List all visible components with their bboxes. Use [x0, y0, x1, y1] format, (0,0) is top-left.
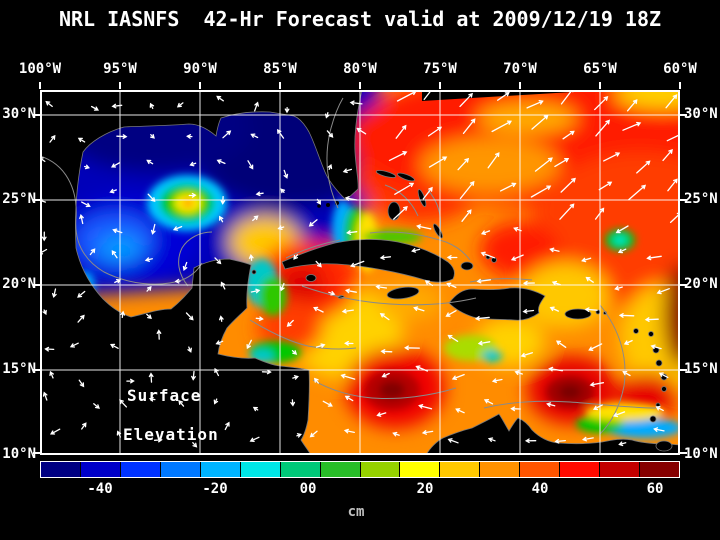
axis-tick [359, 82, 361, 89]
axis-tick [680, 369, 687, 371]
map-frame [40, 90, 680, 455]
lat-tick-label-right-10n: 10°N [684, 446, 718, 462]
colorbar-cell [560, 462, 601, 477]
bathymetry-contours [40, 97, 657, 435]
field-label-line2: Elevation [123, 425, 219, 444]
colorbar-cell [200, 462, 241, 477]
lat-tick-label-left-10n: 10°N [2, 446, 36, 462]
lat-tick-label-left-25n: 25°N [2, 191, 36, 207]
lon-tick-label-90w: 90°W [183, 61, 217, 77]
lon-tick-label-80w: 80°W [343, 61, 377, 77]
axis-tick [279, 82, 281, 89]
colorbar-cell [400, 462, 441, 477]
axis-tick [33, 114, 40, 116]
axis-tick [439, 82, 441, 89]
lat-tick-label-right-25n: 25°N [684, 191, 718, 207]
colorbar-cell [240, 462, 281, 477]
field-label-line1: Surface [127, 386, 202, 405]
land-cuba [281, 239, 455, 283]
axis-tick [680, 199, 687, 201]
axis-tick [680, 284, 687, 286]
ocean-field-eddies [75, 175, 680, 438]
colorbar-cell [640, 462, 679, 477]
lon-tick-label-65w: 65°W [583, 61, 617, 77]
axis-tick [199, 82, 201, 89]
colorbar [40, 461, 680, 478]
axis-tick [679, 82, 681, 89]
sea-surface-height-field [40, 90, 680, 455]
colorbar-cell [41, 462, 81, 477]
land-puerto-rico [564, 308, 592, 320]
axis-tick [39, 82, 41, 89]
lat-tick-label-left-30n: 30°N [2, 106, 36, 122]
colorbar-tick-label-zero: 00 [299, 481, 317, 497]
current-vector-arrows [40, 90, 680, 448]
lat-tick-label-left-15n: 15°N [2, 361, 36, 377]
axis-tick [33, 452, 40, 454]
lat-tick-label-left-20n: 20°N [2, 276, 36, 292]
colorbar-tick-label-neg40: -40 [87, 481, 113, 497]
lat-tick-label-right-20n: 20°N [684, 276, 718, 292]
axis-tick [119, 82, 121, 89]
axis-tick [33, 199, 40, 201]
axis-tick [519, 82, 521, 89]
colorbar-cell [160, 462, 201, 477]
lon-tick-label-70w: 70°W [503, 61, 537, 77]
colorbar-unit: cm [347, 504, 365, 520]
axis-tick [680, 452, 687, 454]
grid-lines [40, 90, 680, 455]
colorbar-cell [360, 462, 401, 477]
land-south-america [425, 413, 680, 455]
colorbar-cell [480, 462, 521, 477]
colorbar-tick-label-40: 40 [531, 481, 549, 497]
land-hispaniola [448, 287, 546, 321]
lon-tick-label-60w: 60°W [663, 61, 697, 77]
axis-tick [680, 114, 687, 116]
lon-tick-label-85w: 85°W [263, 61, 297, 77]
lon-tick-label-95w: 95°W [103, 61, 137, 77]
colorbar-cell [80, 462, 121, 477]
current-vectors [40, 90, 680, 448]
lon-tick-label-100w: 100°W [18, 61, 62, 77]
colorbar-cell [120, 462, 161, 477]
colorbar-cell [280, 462, 321, 477]
axis-tick [599, 82, 601, 89]
colorbar-cell [600, 462, 641, 477]
land-jamaica [386, 286, 420, 300]
colorbar-tick-label-20: 20 [416, 481, 434, 497]
colorbar-tick-label-60: 60 [646, 481, 664, 497]
colorbar-cell [440, 462, 481, 477]
axis-tick [33, 369, 40, 371]
colorbar-cell [320, 462, 361, 477]
lon-tick-label-75w: 75°W [423, 61, 457, 77]
axis-tick [33, 284, 40, 286]
figure-title: NRL IASNFS 42-Hr Forecast valid at 2009/… [58, 7, 662, 31]
lat-tick-label-right-15n: 15°N [684, 361, 718, 377]
map-plot-area: Surface Elevation [40, 90, 680, 455]
colorbar-tick-label-neg20: -20 [202, 481, 228, 497]
lat-tick-label-right-30n: 30°N [684, 106, 718, 122]
colorbar-cell [520, 462, 561, 477]
